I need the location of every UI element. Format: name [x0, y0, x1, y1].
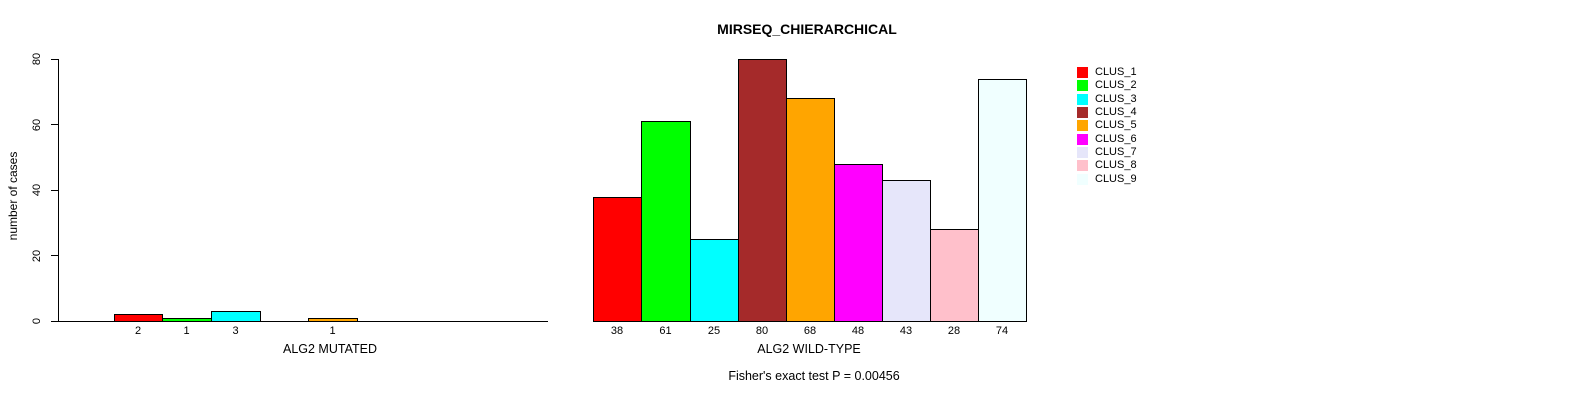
- bar-value-label: 48: [851, 325, 865, 337]
- legend-swatch: [1077, 107, 1088, 119]
- legend-swatch: [1077, 133, 1088, 145]
- legend-label: CLUS_4: [1095, 106, 1137, 119]
- bar-clus_8: [930, 229, 979, 321]
- bar-value-label: 1: [329, 325, 336, 337]
- legend-item: CLUS_9: [1077, 173, 1137, 186]
- legend-item: CLUS_4: [1077, 106, 1137, 119]
- fisher-test-annotation: Fisher's exact test P = 0.00456: [728, 369, 900, 383]
- bar-value-label: 38: [610, 325, 624, 337]
- bar-value-label: 1: [183, 325, 190, 337]
- legend-label: CLUS_8: [1095, 159, 1137, 172]
- x-axis-label-mutated: ALG2 MUTATED: [283, 342, 377, 356]
- legend-item: CLUS_7: [1077, 146, 1137, 159]
- y-tick-mark: [51, 124, 59, 125]
- legend: CLUS_1 CLUS_2 CLUS_3 CLUS_4 CLUS_5 CLUS_6 CLUS…: [1077, 66, 1137, 186]
- bar-clus_3: [211, 311, 261, 321]
- y-tick-mark: [51, 189, 59, 191]
- legend-swatch: [1077, 160, 1088, 172]
- bar-clus_5: [308, 318, 358, 321]
- legend-label: CLUS_9: [1095, 172, 1137, 185]
- bar-value-label: 68: [803, 325, 817, 337]
- legend-item: CLUS_5: [1077, 119, 1137, 132]
- legend-label: CLUS_7: [1095, 146, 1137, 159]
- bar-value-label: 80: [755, 325, 769, 337]
- bar-clus_9: [978, 79, 1027, 321]
- bar-value-label: 74: [995, 325, 1009, 337]
- y-tick-label: 0: [31, 317, 43, 325]
- bar-clus_6: [834, 164, 883, 321]
- legend-swatch: [1077, 67, 1088, 79]
- bar-value-label: 43: [899, 325, 913, 337]
- bar-value-label: 28: [947, 325, 961, 337]
- bar-clus_3: [690, 239, 739, 321]
- legend-item: CLUS_2: [1077, 79, 1137, 92]
- legend-item: CLUS_6: [1077, 133, 1137, 146]
- legend-swatch: [1077, 173, 1088, 185]
- legend-swatch: [1077, 80, 1088, 92]
- legend-swatch: [1077, 147, 1088, 159]
- bar-clus_2: [641, 121, 691, 321]
- y-tick-mark: [51, 58, 59, 60]
- legend-item: CLUS_3: [1077, 93, 1137, 106]
- bar-clus_7: [882, 180, 931, 321]
- legend-swatch: [1077, 93, 1088, 105]
- legend-swatch: [1077, 120, 1088, 132]
- bar-clus_1: [593, 197, 642, 321]
- bar-clus_5: [786, 98, 835, 321]
- bar-value-label: 3: [232, 325, 239, 337]
- legend-label: CLUS_2: [1095, 79, 1137, 92]
- legend-label: CLUS_3: [1095, 92, 1137, 105]
- y-axis-line: [58, 59, 59, 322]
- bar-clus_2: [162, 318, 212, 321]
- x-axis-line-wildtype: [593, 321, 1027, 322]
- bar-value-label: 2: [134, 325, 142, 337]
- bar-clus_4: [738, 59, 787, 321]
- bar-clus_1: [114, 314, 163, 321]
- bar-value-label: 25: [707, 325, 721, 337]
- x-axis-line-mutated: [58, 321, 548, 322]
- legend-label: CLUS_5: [1095, 119, 1137, 132]
- legend-label: CLUS_1: [1095, 66, 1137, 79]
- y-tick-label: 20: [31, 249, 43, 262]
- y-tick-label: 60: [31, 118, 43, 131]
- legend-item: CLUS_8: [1077, 159, 1137, 172]
- bar-value-label: 61: [659, 325, 672, 337]
- y-tick-label: 40: [31, 183, 43, 197]
- y-tick-mark: [51, 255, 59, 256]
- x-axis-label-wildtype: ALG2 WILD-TYPE: [757, 342, 861, 356]
- y-tick-mark: [51, 320, 59, 322]
- chart-title: MIRSEQ_CHIERARCHICAL: [717, 21, 897, 37]
- legend-item: CLUS_1: [1077, 66, 1137, 79]
- legend-label: CLUS_6: [1095, 132, 1137, 145]
- y-axis-title: number of cases: [6, 151, 20, 241]
- y-tick-label: 80: [31, 52, 43, 66]
